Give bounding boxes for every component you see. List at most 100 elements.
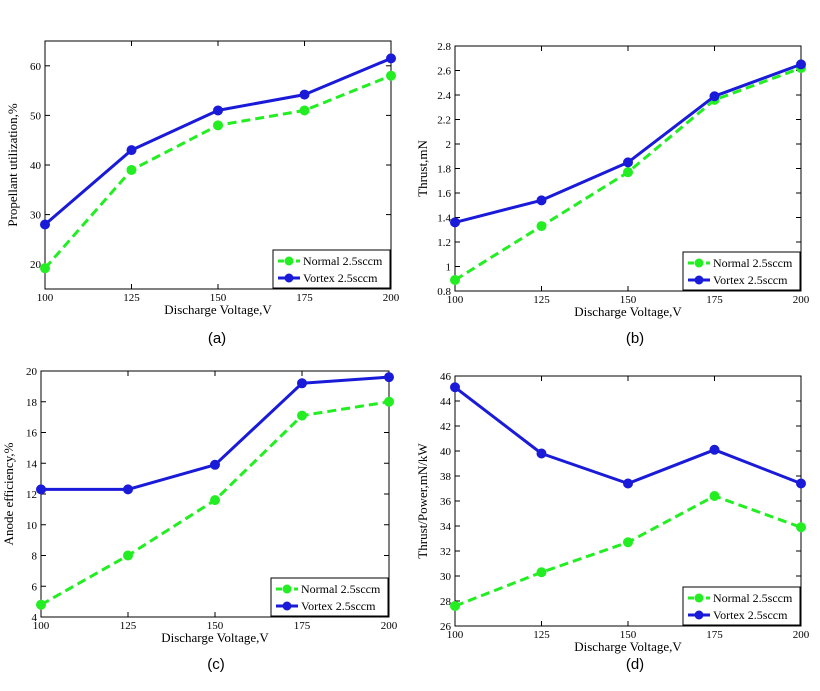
legend-entry: Normal 2.5sccm [713,591,793,605]
data-point-normal [40,263,50,274]
y-tick-label: 12 [26,489,37,501]
legend-swatch-marker [284,273,294,283]
legend-swatch-marker [694,593,704,603]
legend: Normal 2.5sccm Vortex 2.5sccm [270,577,389,617]
y-tick-label: 1.4 [437,213,451,225]
x-tick-label: 100 [447,294,464,306]
y-axis-label: Propellant utilization,% [5,103,20,227]
y-tick-label: 30 [440,571,452,583]
x-tick-label: 125 [123,292,140,304]
y-tick-label: 60 [30,61,42,73]
y-tick-label: 16 [26,428,38,440]
x-tick-label: 150 [620,629,637,641]
y-tick-label: 14 [26,458,38,470]
x-tick-label: 150 [620,294,637,306]
legend: Normal 2.5sccm Vortex 2.5sccm [682,586,801,626]
y-tick-label: 44 [440,396,452,408]
x-tick-label: 100 [447,629,464,641]
data-point-normal [213,120,223,131]
legend-swatch-marker [694,258,704,268]
data-point-normal [384,396,394,407]
series-line-vortex [454,386,802,485]
chart-panel-a: 100 125 150 175 200 20 30 40 50 60 Discharge Volta… [5,40,400,347]
x-tick-label: 100 [37,292,54,304]
legend-box [682,586,801,626]
y-tick-label: 1.8 [437,164,451,176]
data-point-normal [536,567,547,578]
data-point-vortex [126,145,137,156]
legend-swatch-marker [694,610,704,620]
y-tick-label: 40 [440,446,452,458]
x-tick-label: 200 [381,620,398,632]
x-axis-label: Discharge Voltage,V [574,639,682,654]
x-tick-label: 200 [383,292,400,304]
x-tick-label: 125 [533,294,550,306]
x-tick-label: 100 [33,620,50,632]
data-point-normal [623,537,633,548]
data-point-vortex [536,195,547,206]
y-tick-label: 1.6 [437,188,451,200]
data-point-vortex [796,478,806,489]
data-point-vortex [709,91,720,102]
data-point-vortex [450,382,460,393]
y-tick-label: 20 [30,259,42,271]
x-tick-label: 175 [296,292,313,304]
y-tick-label: 36 [440,496,452,508]
y-tick-label: 32 [440,546,451,558]
legend-swatch-marker [694,275,704,285]
data-point-normal [450,601,460,611]
y-tick-label: 28 [440,596,452,608]
x-tick-label: 125 [533,629,550,641]
data-point-vortex [450,217,460,228]
series-line-vortex [41,375,390,491]
y-tick-label: 38 [440,471,452,483]
x-axis-label: Discharge Voltage,V [164,302,272,317]
chart-panel-b: 100 125 150 175 200 0.8 1 1.2 1.4 1.6 1.8 2 2.2 2.4 2.… [415,41,810,347]
y-axis-label: Anode efficiency,% [1,442,16,545]
legend-swatch-marker [282,584,292,594]
x-tick-label: 150 [207,620,224,632]
legend-box [272,249,391,289]
legend-entry: Normal 2.5sccm [303,254,383,268]
panel-label: (b) [626,330,644,347]
data-point-vortex [384,372,394,383]
panel-label: (a) [208,330,226,347]
y-tick-label: 40 [30,160,42,172]
data-point-vortex [40,219,50,230]
x-tick-label: 150 [210,292,227,304]
y-tick-label: 2.8 [437,41,451,53]
legend-entry: Vortex 2.5sccm [301,599,376,613]
x-tick-label: 175 [294,620,311,632]
y-tick-label: 1.2 [437,237,451,249]
y-tick-label: 0.8 [437,286,451,298]
series-line-normal [43,74,392,270]
x-tick-label: 125 [120,620,137,632]
data-point-vortex [623,157,633,168]
legend-swatch-marker [284,256,294,266]
data-point-vortex [123,484,133,495]
data-point-normal [297,410,307,421]
x-tick-label: 175 [706,629,723,641]
panel-label: (d) [626,656,644,673]
y-tick-label: 42 [440,421,451,433]
y-tick-label: 1 [446,262,452,274]
legend-entry: Vortex 2.5sccm [713,273,788,287]
legend: Normal 2.5sccm Vortex 2.5sccm [682,251,801,291]
data-point-normal [210,495,220,506]
y-axis-label: Thrust,mN [415,140,430,197]
y-tick-label: 10 [26,520,38,532]
legend-entry: Normal 2.5sccm [301,582,381,596]
data-point-vortex [536,448,547,459]
y-tick-label: 2.4 [437,90,451,102]
y-tick-label: 2.6 [437,66,451,78]
data-point-normal [450,274,460,285]
legend: Normal 2.5sccm Vortex 2.5sccm [272,249,391,289]
y-tick-label: 18 [26,397,38,409]
x-tick-label: 200 [793,294,810,306]
data-point-normal [126,164,137,175]
legend-entry: Vortex 2.5sccm [713,608,788,622]
y-tick-label: 2.2 [437,115,451,127]
y-axis-label: Thrust/Power,mN/kW [415,443,430,559]
legend-entry: Vortex 2.5sccm [303,271,378,285]
x-tick-label: 200 [793,629,810,641]
